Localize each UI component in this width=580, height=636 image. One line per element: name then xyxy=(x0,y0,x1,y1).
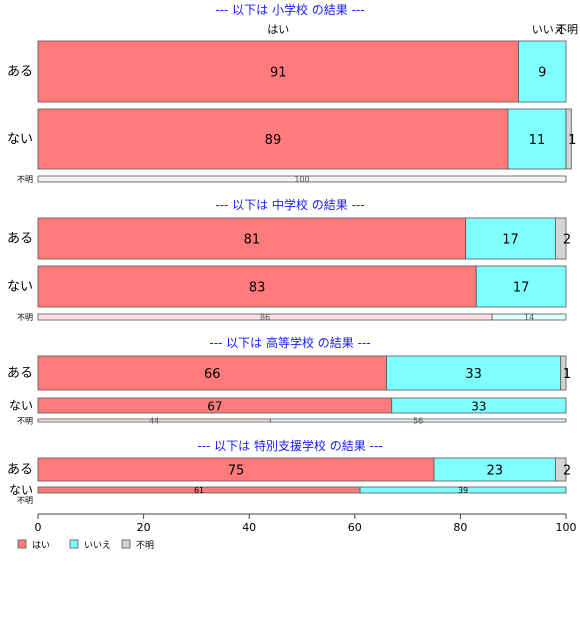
bar-segment xyxy=(491,313,567,321)
bar-segment xyxy=(518,40,567,103)
value-label: 17 xyxy=(502,233,519,248)
column-label: はい xyxy=(267,23,289,36)
bar-segment xyxy=(555,217,567,260)
bar-segment xyxy=(37,175,567,183)
bar-segment xyxy=(560,355,567,391)
bar-segment xyxy=(465,217,556,260)
group-title: --- 以下は 小学校 の結果 --- xyxy=(215,2,364,17)
value-label: 23 xyxy=(486,464,503,479)
group-title: --- 以下は 中学校 の結果 --- xyxy=(215,197,364,212)
value-label: 17 xyxy=(513,281,530,296)
value-label: 91 xyxy=(270,66,287,81)
value-label: 39 xyxy=(458,486,468,495)
bar-segment xyxy=(37,217,467,260)
row-label: 不明 xyxy=(17,417,33,426)
bar-segment xyxy=(37,265,477,308)
legend-label: 不明 xyxy=(136,540,154,551)
value-label: 9 xyxy=(538,66,546,81)
bar-segment xyxy=(359,486,567,494)
row-label: ない xyxy=(9,483,33,497)
bar-segment xyxy=(386,355,562,391)
x-tick-label: 100 xyxy=(556,521,577,534)
row-label: ある xyxy=(7,366,33,381)
value-label: 83 xyxy=(249,281,266,296)
bar-segment xyxy=(37,355,387,391)
bar-segment xyxy=(555,457,567,482)
x-tick-label: 20 xyxy=(137,521,151,534)
x-tick-label: 80 xyxy=(453,521,467,534)
value-label: 81 xyxy=(244,233,261,248)
row-label: 不明 xyxy=(17,496,33,505)
value-label: 89 xyxy=(265,133,282,148)
group-title: --- 以下は 高等学校 の結果 --- xyxy=(209,335,370,350)
bar-segment xyxy=(475,265,567,308)
row-label: 不明 xyxy=(17,175,33,184)
bar-segment xyxy=(391,397,567,414)
value-label: 66 xyxy=(204,367,221,382)
value-label: 2 xyxy=(563,464,571,479)
value-label: 100 xyxy=(294,175,309,184)
value-label: 75 xyxy=(228,464,245,479)
value-label: 33 xyxy=(471,400,486,414)
legend-swatch xyxy=(69,539,79,549)
row-label: ない xyxy=(9,399,33,413)
value-label: 44 xyxy=(149,417,159,426)
row-label: 不明 xyxy=(17,313,33,322)
column-label: 不明 xyxy=(556,23,578,36)
value-label: 1 xyxy=(568,133,576,148)
value-label: 1 xyxy=(563,367,571,382)
value-label: 61 xyxy=(194,486,204,495)
bar-segment xyxy=(269,418,567,423)
value-label: 14 xyxy=(524,313,534,322)
column-label: いいえ xyxy=(532,23,565,36)
value-label: 86 xyxy=(260,313,270,322)
x-tick-label: 40 xyxy=(242,521,256,534)
value-label: 67 xyxy=(207,400,222,414)
row-label: ある xyxy=(7,463,33,478)
value-label: 33 xyxy=(465,367,482,382)
row-label: ある xyxy=(7,232,33,247)
legend-swatch xyxy=(17,539,27,549)
x-tick-label: 0 xyxy=(35,521,42,534)
legend-swatch xyxy=(121,539,131,549)
row-label: ない xyxy=(7,280,33,295)
legend-label: はい xyxy=(32,540,50,551)
legend-label: いいえ xyxy=(84,540,111,551)
value-label: 11 xyxy=(529,133,546,148)
group-title: --- 以下は 特別支援学校 の結果 --- xyxy=(197,438,382,453)
row-label: ある xyxy=(7,65,33,80)
value-label: 56 xyxy=(413,417,423,426)
bar-segment xyxy=(565,108,572,170)
x-tick-label: 60 xyxy=(348,521,362,534)
row-label: ない xyxy=(7,132,33,147)
value-label: 2 xyxy=(563,233,571,248)
